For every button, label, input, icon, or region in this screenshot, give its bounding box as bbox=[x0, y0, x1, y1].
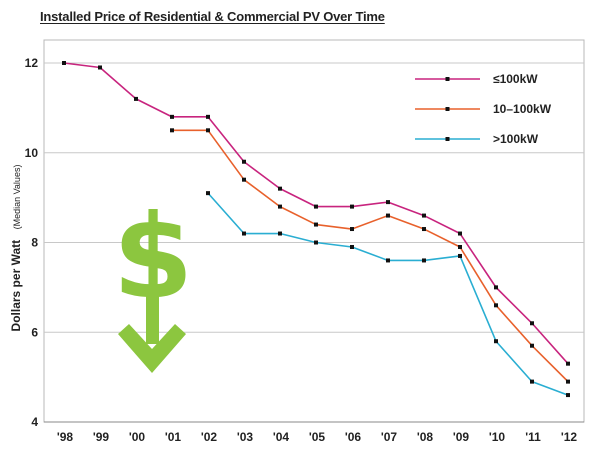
x-tick-labels: '98 '99 '00 '01 '02 '03 '04 '05 '06 '07 '08 '09 '10 '… bbox=[57, 430, 578, 444]
y-tick-labels: 4 6 8 10 12 bbox=[25, 56, 39, 429]
legend-label: ≤100kW bbox=[493, 72, 538, 86]
data-point bbox=[386, 213, 390, 218]
dollar-arrow-annotation: $ bbox=[113, 190, 194, 373]
data-point bbox=[530, 343, 534, 348]
x-tick-label: '04 bbox=[273, 430, 290, 444]
data-point bbox=[242, 159, 246, 164]
y-axis-note: (Median Values) bbox=[12, 165, 22, 230]
y-tick-label: 8 bbox=[31, 236, 38, 250]
data-point bbox=[566, 361, 570, 366]
legend-swatch-marker bbox=[445, 107, 450, 111]
data-point bbox=[530, 379, 534, 384]
x-tick-label: '09 bbox=[453, 430, 470, 444]
data-point bbox=[278, 186, 282, 191]
series-1 bbox=[62, 61, 570, 366]
legend-swatch-marker bbox=[445, 77, 450, 81]
legend-label: >100kW bbox=[493, 132, 539, 146]
series-2 bbox=[170, 128, 570, 384]
data-point bbox=[98, 65, 102, 70]
x-tick-label: '03 bbox=[237, 430, 254, 444]
arrow-head bbox=[118, 324, 186, 373]
x-tick-label: '05 bbox=[309, 430, 326, 444]
data-point bbox=[206, 128, 210, 133]
y-tick-label: 4 bbox=[31, 415, 38, 429]
data-point bbox=[314, 204, 318, 209]
data-point bbox=[422, 258, 426, 263]
data-point bbox=[494, 285, 498, 290]
x-tick-label: '11 bbox=[525, 430, 541, 444]
series-line bbox=[207, 192, 569, 396]
data-point bbox=[350, 227, 354, 232]
data-point bbox=[314, 222, 318, 227]
data-point bbox=[422, 227, 426, 232]
data-point bbox=[350, 244, 354, 249]
legend-swatch-marker bbox=[445, 137, 450, 141]
legend-item: >100kW bbox=[415, 132, 539, 146]
legend-item: 10–100kW bbox=[415, 102, 552, 116]
data-point bbox=[350, 204, 354, 209]
chart-title: Installed Price of Residential & Commerc… bbox=[40, 9, 385, 24]
x-tick-label: '99 bbox=[93, 430, 110, 444]
data-point bbox=[278, 231, 282, 236]
series-layer bbox=[62, 61, 570, 398]
x-tick-label: '98 bbox=[57, 430, 74, 444]
data-point bbox=[566, 379, 570, 384]
legend-label: 10–100kW bbox=[493, 102, 552, 116]
data-point bbox=[314, 240, 318, 245]
data-point bbox=[566, 393, 570, 398]
legend: ≤100kW 10–100kW >100kW bbox=[415, 72, 552, 146]
data-point bbox=[458, 253, 462, 258]
data-point bbox=[62, 61, 66, 65]
data-point bbox=[494, 303, 498, 308]
x-tick-label: '00 bbox=[129, 430, 146, 444]
data-point bbox=[386, 200, 390, 205]
data-point bbox=[530, 321, 534, 326]
data-point bbox=[242, 231, 246, 236]
series-line bbox=[172, 129, 569, 383]
data-point bbox=[422, 213, 426, 218]
x-tick-label: '08 bbox=[417, 430, 434, 444]
x-tick-label: '01 bbox=[165, 430, 182, 444]
x-tick-label: '10 bbox=[489, 430, 506, 444]
y-tick-label: 12 bbox=[25, 56, 39, 70]
data-point bbox=[206, 191, 210, 196]
series-3 bbox=[206, 191, 570, 398]
data-point bbox=[170, 114, 174, 119]
y-axis-label: Dollars per Watt (Median Values) bbox=[7, 165, 24, 332]
legend-item: ≤100kW bbox=[415, 72, 538, 86]
y-tick-label: 10 bbox=[25, 146, 39, 160]
data-point bbox=[206, 114, 210, 119]
y-tick-label: 6 bbox=[31, 325, 38, 339]
data-point bbox=[458, 231, 462, 236]
data-point bbox=[134, 96, 138, 101]
x-tick-label: '06 bbox=[345, 430, 362, 444]
y-axis-title: Dollars per Watt bbox=[9, 240, 23, 332]
x-tick-label: '07 bbox=[381, 430, 398, 444]
x-tick-label: '12 bbox=[561, 430, 578, 444]
y-axis-label-group: Dollars per Watt (Median Values) bbox=[7, 165, 24, 332]
data-point bbox=[494, 339, 498, 344]
arrow-shaft bbox=[146, 294, 159, 344]
data-point bbox=[278, 204, 282, 209]
x-tick-label: '02 bbox=[201, 430, 218, 444]
dollar-sign-icon: $ bbox=[113, 190, 194, 325]
data-point bbox=[458, 244, 462, 249]
data-point bbox=[170, 128, 174, 133]
data-point bbox=[386, 258, 390, 263]
data-point bbox=[242, 177, 246, 182]
